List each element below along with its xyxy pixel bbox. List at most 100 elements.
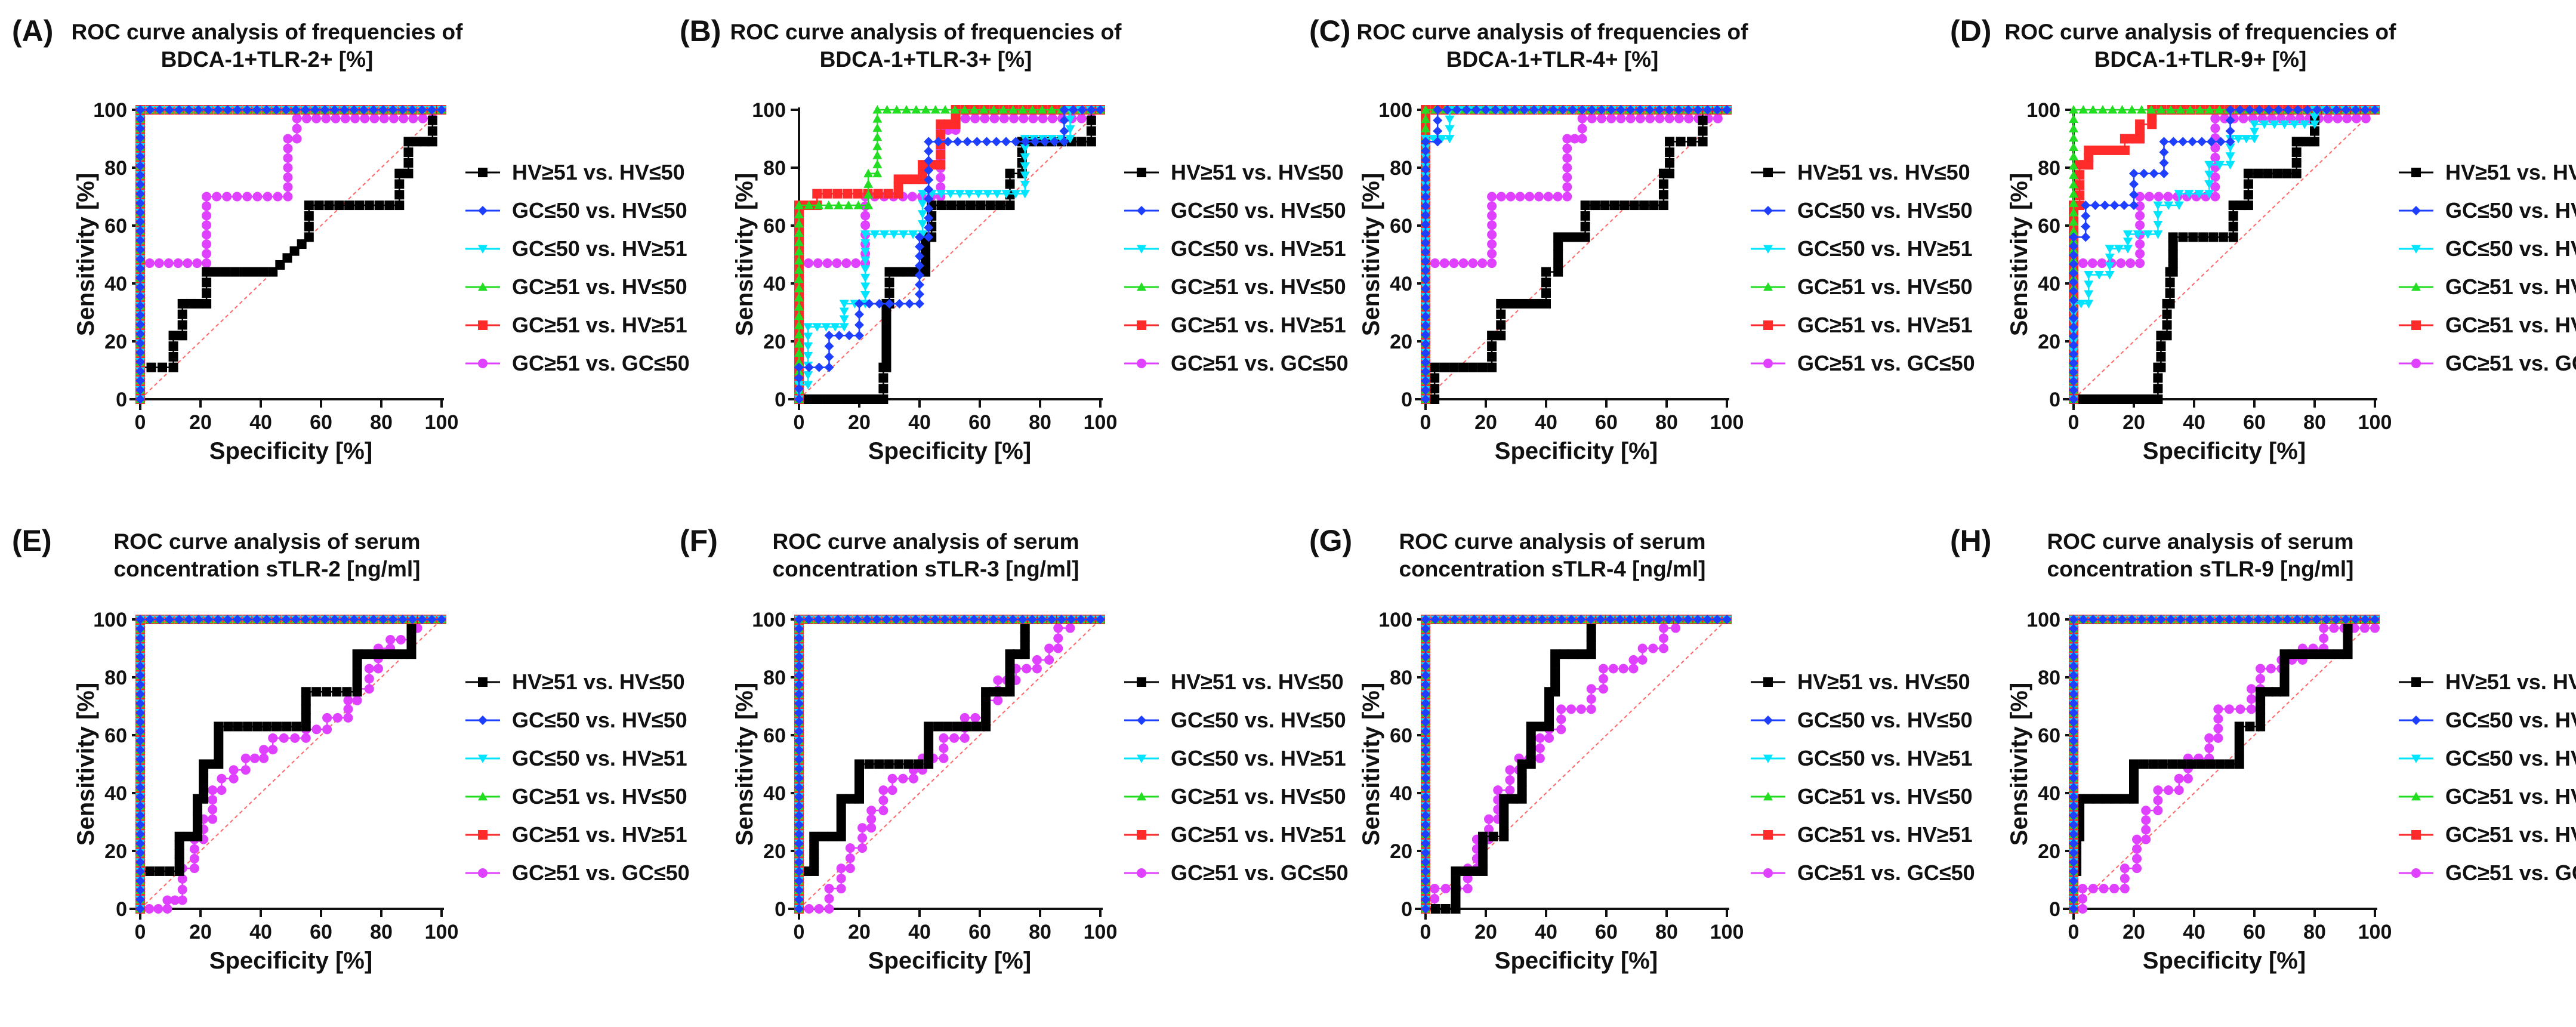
series-point bbox=[1658, 201, 1668, 211]
series-point bbox=[1566, 704, 1577, 714]
series-point bbox=[202, 288, 212, 298]
series-point bbox=[955, 190, 965, 199]
x-axis-label: Specificity [%] bbox=[209, 948, 372, 974]
series-point bbox=[1487, 341, 1497, 351]
legend-entry: GC≥51 vs. GC≤50 bbox=[1171, 861, 1349, 885]
series-point bbox=[1056, 615, 1066, 624]
series-point bbox=[331, 113, 341, 124]
series-point bbox=[1618, 664, 1628, 674]
series-point bbox=[311, 724, 322, 735]
series-point bbox=[864, 759, 874, 769]
series-point bbox=[1635, 105, 1645, 115]
series-point bbox=[1421, 708, 1430, 718]
series-point bbox=[2263, 615, 2273, 624]
series-point bbox=[803, 371, 813, 380]
x-tick-label: 20 bbox=[189, 921, 212, 943]
series-point bbox=[814, 904, 824, 914]
series-3 bbox=[794, 106, 1105, 404]
reference-diagonal bbox=[2073, 619, 2376, 909]
series-point bbox=[949, 615, 960, 624]
series-point bbox=[2069, 132, 2078, 142]
series-point bbox=[2075, 201, 2085, 211]
series-point bbox=[2214, 105, 2225, 114]
series-point bbox=[213, 615, 223, 624]
series-point bbox=[1421, 330, 1430, 340]
series-point bbox=[822, 258, 832, 269]
series-point bbox=[1532, 298, 1542, 309]
series-point bbox=[1702, 615, 1713, 624]
series-point bbox=[993, 695, 1003, 705]
series-point bbox=[427, 126, 437, 136]
series-point bbox=[1449, 362, 1459, 372]
series-point bbox=[952, 721, 962, 732]
series-point bbox=[969, 615, 979, 624]
series-point bbox=[884, 277, 894, 288]
legend-entry: GC≥51 vs. HV≥51 bbox=[512, 313, 687, 337]
x-tick-label: 40 bbox=[908, 411, 931, 434]
series-point bbox=[1541, 288, 1551, 298]
x-tick-label: 60 bbox=[1595, 411, 1618, 434]
series-point bbox=[2105, 271, 2115, 280]
legend-swatch-marker bbox=[1137, 320, 1146, 330]
legend-entry: HV≥51 vs. HV≤50 bbox=[2445, 670, 2576, 694]
y-tick-label: 20 bbox=[104, 840, 127, 863]
series-point bbox=[924, 721, 934, 732]
series-point bbox=[427, 105, 437, 115]
series-point bbox=[970, 713, 980, 723]
series-point bbox=[1566, 615, 1577, 624]
series-point bbox=[135, 866, 145, 877]
series-point bbox=[1032, 664, 1042, 674]
series-point bbox=[1440, 884, 1451, 894]
series-point bbox=[2159, 158, 2169, 168]
series-point bbox=[1550, 658, 1560, 668]
series-point bbox=[1496, 320, 1506, 330]
series-point bbox=[168, 341, 178, 351]
series-point bbox=[1553, 240, 1563, 251]
series-point bbox=[960, 733, 970, 743]
series-point bbox=[192, 258, 202, 269]
series-5 bbox=[1421, 105, 1732, 404]
series-point bbox=[2069, 726, 2078, 736]
series-point bbox=[1421, 238, 1430, 248]
series-point bbox=[2282, 168, 2292, 178]
series-point bbox=[1586, 623, 1596, 633]
series-point bbox=[936, 119, 946, 129]
series-point bbox=[135, 366, 145, 377]
series-point bbox=[2325, 649, 2335, 659]
series-point bbox=[809, 866, 819, 876]
y-tick-label: 100 bbox=[93, 609, 127, 631]
series-point bbox=[2129, 190, 2139, 200]
series-point bbox=[2129, 201, 2139, 211]
series-point bbox=[1526, 721, 1536, 732]
x-tick-label: 60 bbox=[968, 921, 991, 943]
series-point bbox=[135, 848, 145, 858]
series-point bbox=[794, 680, 804, 690]
series-point bbox=[408, 615, 418, 624]
panel-label: (B) bbox=[680, 14, 721, 48]
series-point bbox=[823, 615, 833, 624]
x-tick-label: 0 bbox=[2068, 411, 2080, 434]
series-point bbox=[281, 105, 291, 115]
series-point bbox=[2188, 232, 2198, 242]
series-point bbox=[2156, 362, 2166, 372]
series-point bbox=[1047, 113, 1057, 124]
series-point bbox=[239, 267, 249, 277]
series-point bbox=[794, 362, 804, 372]
series-point bbox=[2306, 649, 2316, 659]
series-point bbox=[314, 201, 324, 211]
series-point bbox=[2293, 105, 2303, 115]
y-tick-label: 20 bbox=[1390, 331, 1412, 353]
x-tick-label: 40 bbox=[249, 411, 272, 434]
series-point bbox=[863, 201, 874, 209]
series-point bbox=[2174, 201, 2184, 211]
series-point bbox=[2310, 113, 2319, 122]
series-point bbox=[385, 634, 396, 644]
x-tick-label: 100 bbox=[1710, 411, 1744, 434]
series-point bbox=[924, 223, 934, 233]
series-point bbox=[1645, 105, 1655, 115]
series-point bbox=[2132, 834, 2142, 844]
legend-swatch-marker bbox=[1763, 868, 1773, 878]
legend-swatch-marker bbox=[478, 206, 488, 215]
series-point bbox=[2069, 857, 2078, 867]
series-point bbox=[2129, 168, 2139, 178]
